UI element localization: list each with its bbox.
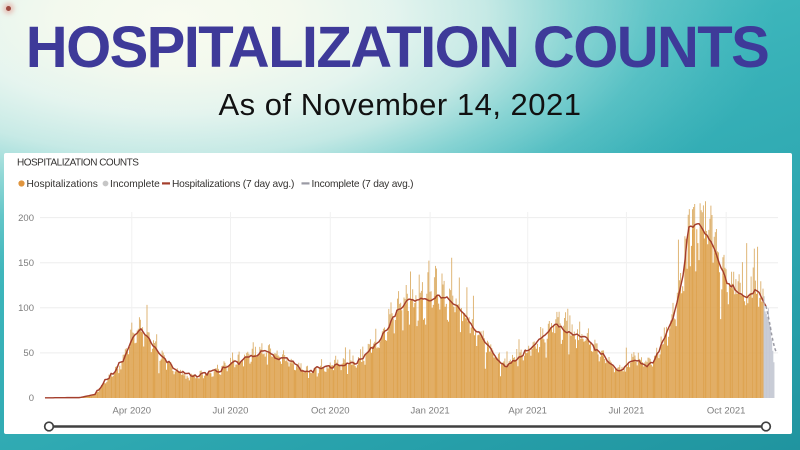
svg-text:HOSPITALIZATION COUNTS: HOSPITALIZATION COUNTS [17, 158, 139, 169]
svg-text:Oct 2021: Oct 2021 [707, 406, 746, 417]
svg-text:Apr 2021: Apr 2021 [508, 406, 547, 417]
svg-text:100: 100 [18, 303, 34, 314]
svg-text:Incomplete: Incomplete [110, 179, 160, 190]
svg-text:Jul 2021: Jul 2021 [608, 406, 644, 417]
svg-text:Incomplete (7 day avg.): Incomplete (7 day avg.) [312, 179, 414, 190]
svg-text:Jan 2021: Jan 2021 [411, 406, 450, 417]
svg-text:Apr 2020: Apr 2020 [113, 406, 152, 417]
svg-text:200: 200 [18, 213, 34, 224]
svg-text:150: 150 [18, 258, 34, 269]
svg-text:Oct 2020: Oct 2020 [311, 406, 350, 417]
svg-text:Jul 2020: Jul 2020 [213, 406, 249, 417]
svg-text:50: 50 [23, 348, 34, 359]
svg-text:0: 0 [29, 393, 34, 404]
svg-text:Hospitalizations: Hospitalizations [27, 179, 98, 190]
svg-text:Hospitalizations (7 day avg.): Hospitalizations (7 day avg.) [172, 179, 294, 190]
